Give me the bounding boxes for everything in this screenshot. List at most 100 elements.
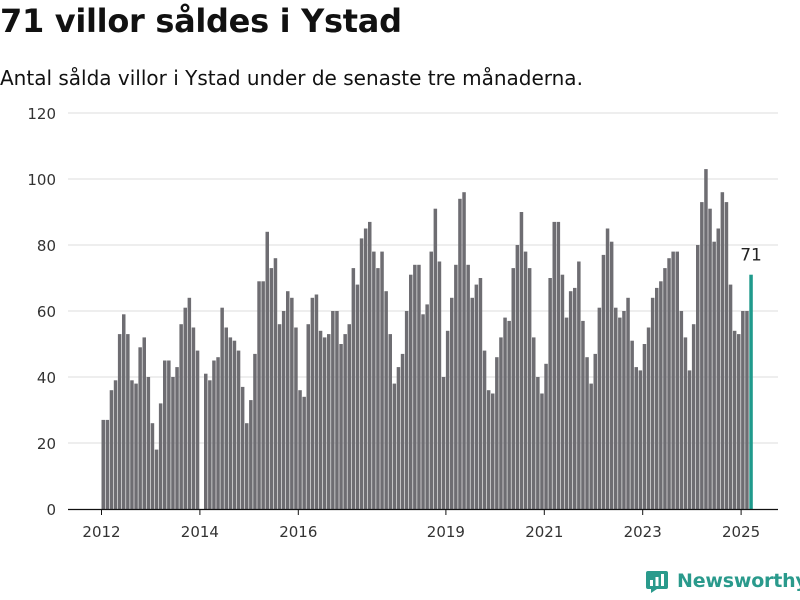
bar bbox=[691, 324, 696, 509]
bar bbox=[511, 268, 515, 509]
newsworthy-logo-icon bbox=[646, 571, 668, 593]
bar bbox=[343, 334, 347, 509]
bar bbox=[286, 291, 290, 509]
bar bbox=[552, 221, 556, 509]
bar bbox=[154, 449, 159, 509]
bar bbox=[208, 380, 212, 509]
bar-chart: 0 20 40 60 80 100 120 2012 2014 2016 2019 2021 2023 2… bbox=[27, 105, 778, 541]
bar bbox=[171, 377, 175, 509]
bar bbox=[741, 311, 745, 509]
labels: 0 20 40 60 80 100 120 2012 2014 2016 2019 2021 2023 2… bbox=[27, 105, 762, 541]
bar bbox=[601, 254, 606, 509]
bar bbox=[614, 307, 618, 509]
bar bbox=[195, 350, 200, 509]
bar bbox=[302, 396, 306, 509]
bar bbox=[261, 281, 265, 509]
bar bbox=[720, 192, 725, 509]
bar bbox=[318, 330, 323, 509]
bar bbox=[150, 423, 155, 509]
chart-subtitle: Antal sålda villor i Ystad under de sena… bbox=[0, 66, 583, 90]
bar bbox=[179, 324, 183, 509]
bar bbox=[146, 377, 151, 509]
bar bbox=[675, 251, 679, 509]
bar bbox=[466, 264, 470, 509]
y-tick-label: 80 bbox=[37, 237, 56, 255]
bar bbox=[306, 324, 310, 509]
bar bbox=[450, 297, 454, 509]
bar bbox=[618, 317, 622, 509]
bar bbox=[655, 287, 659, 509]
bar bbox=[376, 268, 380, 509]
bar bbox=[167, 360, 171, 509]
bar bbox=[589, 383, 593, 509]
x-tick-label: 2014 bbox=[181, 523, 219, 541]
bar bbox=[191, 327, 196, 509]
bar bbox=[142, 337, 146, 509]
bar bbox=[253, 353, 257, 509]
bar bbox=[388, 334, 392, 509]
bar bbox=[737, 334, 741, 509]
bar bbox=[454, 264, 458, 509]
bar bbox=[429, 251, 433, 509]
bar bbox=[437, 261, 442, 509]
bar bbox=[404, 311, 409, 509]
bar bbox=[585, 357, 589, 509]
bar bbox=[290, 297, 294, 509]
y-tick-label: 120 bbox=[27, 105, 56, 123]
bar bbox=[368, 221, 372, 509]
bar bbox=[519, 212, 524, 509]
bar bbox=[105, 419, 110, 509]
bar bbox=[470, 297, 474, 509]
bar bbox=[273, 258, 278, 509]
bar bbox=[704, 169, 708, 509]
bar bbox=[593, 353, 597, 509]
x-tick-label: 2025 bbox=[722, 523, 760, 541]
bar bbox=[724, 202, 729, 509]
x-tick-label: 2016 bbox=[279, 523, 317, 541]
bar bbox=[491, 393, 495, 509]
bar bbox=[158, 403, 163, 509]
bar bbox=[605, 228, 610, 509]
bar bbox=[478, 278, 483, 509]
bar bbox=[650, 297, 655, 509]
y-tick-label: 60 bbox=[37, 303, 56, 321]
bar bbox=[380, 251, 384, 509]
bar bbox=[507, 320, 511, 509]
bar bbox=[351, 268, 356, 509]
bar bbox=[462, 192, 466, 509]
bar bbox=[597, 307, 602, 509]
bar bbox=[441, 377, 446, 509]
bar bbox=[126, 334, 130, 509]
bar bbox=[130, 380, 134, 509]
bar bbox=[257, 281, 261, 509]
bar bbox=[700, 202, 704, 509]
bar bbox=[568, 291, 573, 509]
bar bbox=[663, 268, 667, 509]
bar bbox=[564, 317, 569, 509]
bar bbox=[622, 311, 626, 509]
bar bbox=[204, 373, 208, 509]
bar bbox=[495, 357, 499, 509]
x-tick-label: 2023 bbox=[624, 523, 662, 541]
bar bbox=[220, 307, 224, 509]
bar bbox=[687, 370, 692, 509]
bar bbox=[683, 337, 688, 509]
bar bbox=[339, 344, 343, 509]
y-tick-label: 100 bbox=[27, 171, 56, 189]
bar bbox=[310, 297, 315, 509]
bar bbox=[556, 221, 561, 509]
bar bbox=[113, 380, 118, 509]
bar bbox=[138, 347, 142, 509]
bar bbox=[212, 360, 216, 509]
axes bbox=[68, 508, 778, 515]
bar bbox=[642, 344, 647, 509]
bar bbox=[392, 383, 397, 509]
bar bbox=[294, 327, 298, 509]
bar bbox=[117, 334, 122, 509]
bar bbox=[249, 400, 253, 509]
bar bbox=[503, 317, 507, 509]
bar bbox=[527, 268, 532, 509]
x-tick-label: 2019 bbox=[427, 523, 465, 541]
bar bbox=[536, 377, 540, 509]
bars bbox=[101, 169, 753, 510]
